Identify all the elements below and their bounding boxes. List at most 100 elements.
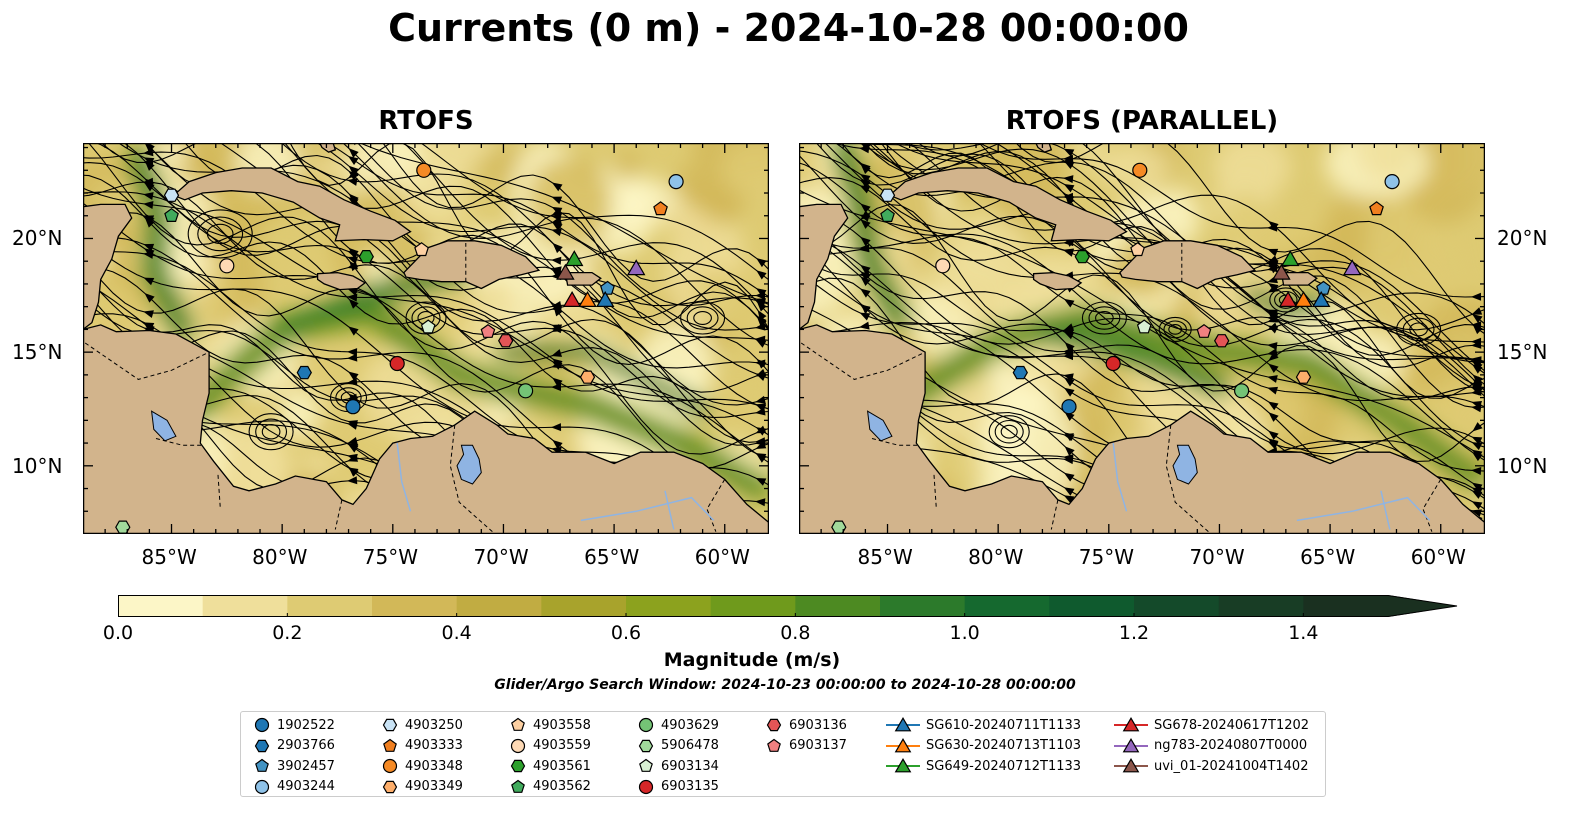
legend-item: 4903333	[381, 736, 463, 756]
map-panel-rtofs-parallel[interactable]	[799, 143, 1485, 534]
colorbar-tick-label: 0.4	[441, 622, 472, 644]
land-central-america	[799, 324, 1485, 534]
hexagon-marker-icon	[766, 718, 782, 732]
figure-title: Currents (0 m) - 2024-10-28 00:00:00	[388, 6, 1189, 50]
colorbar-segment	[880, 595, 966, 617]
argo-float-4903629[interactable]	[1234, 383, 1250, 399]
argo-float-4903244[interactable]	[668, 173, 684, 190]
legend-item: 4903629	[637, 715, 719, 735]
argo-float-4903561[interactable]	[1074, 249, 1090, 264]
argo-float-4903244[interactable]	[1384, 173, 1400, 190]
glider-uvi_01-20241004T1402[interactable]	[1272, 263, 1291, 280]
country-borders	[84, 243, 726, 533]
colorbar-tick-label: 0.2	[272, 622, 303, 644]
legend-label: SG649-20240712T1133	[926, 758, 1082, 774]
glider-ng783-20240807T0000[interactable]	[1342, 259, 1362, 276]
argo-float-6903136[interactable]	[1214, 334, 1230, 348]
argo-float-4903349[interactable]	[1295, 370, 1312, 384]
colorbar-segment	[795, 595, 881, 617]
land-puerto-rico	[1280, 271, 1318, 286]
argo-float-4903558[interactable]	[414, 242, 429, 257]
legend-label: 6903137	[789, 738, 847, 753]
legend-item: SG610-20240711T1133	[886, 715, 1081, 735]
argo-float-3902457[interactable]	[1316, 280, 1331, 295]
argo-float-6903137[interactable]	[1196, 323, 1212, 338]
argo-float-4903333[interactable]	[653, 201, 668, 216]
argo-float-6903134[interactable]	[420, 319, 436, 334]
glider-SG678-20240617T1202[interactable]	[1278, 290, 1298, 307]
glider-ng783-20240807T0000[interactable]	[626, 259, 646, 276]
colorbar-segment	[287, 595, 373, 617]
glider-SG610-20240711T1133[interactable]	[1312, 290, 1331, 307]
argo-float-6903135[interactable]	[389, 355, 405, 372]
argo-float-4903561[interactable]	[358, 249, 374, 264]
glider-SG678-20240617T1202[interactable]	[562, 290, 582, 307]
argo-float-4903348[interactable]	[416, 162, 432, 178]
argo-float-4903562[interactable]	[880, 207, 895, 223]
legend-label: 4903333	[405, 738, 463, 753]
legend-item: 4903250	[381, 715, 463, 735]
colorbar-tick-label: 0.8	[780, 622, 811, 644]
x-tick-label: 70°W	[473, 545, 529, 569]
legend-label: SG630-20240713T1103	[926, 738, 1082, 753]
legend-item: 4903559	[509, 736, 591, 756]
argo-float-6903135[interactable]	[1105, 355, 1121, 372]
argo-float-6903134[interactable]	[1136, 319, 1152, 334]
y-tick-label-left: 15°N	[12, 340, 63, 365]
pentagon-marker-icon	[511, 717, 525, 731]
legend-label: 5906478	[661, 738, 719, 753]
argo-float-4903562[interactable]	[164, 207, 179, 223]
river-line	[1112, 443, 1128, 512]
legend-label: 4903558	[533, 717, 591, 733]
glider-SG630-20240713T1103[interactable]	[578, 290, 597, 307]
argo-float-4903348[interactable]	[1132, 162, 1148, 178]
colorbar-segment	[1134, 595, 1220, 617]
legend-item: SG630-20240713T1103	[886, 736, 1081, 756]
pentagon-marker-icon	[639, 758, 653, 772]
colorbar-segment	[372, 595, 458, 617]
river-line	[1296, 496, 1431, 522]
argo-float-4903333[interactable]	[1369, 201, 1384, 216]
argo-float-2903766[interactable]	[1012, 365, 1028, 380]
argo-float-4903559[interactable]	[935, 258, 951, 274]
map-panel-rtofs[interactable]	[83, 143, 769, 534]
pentagon-marker-icon	[255, 758, 269, 772]
colorbar-segment	[202, 595, 288, 617]
glider-SG610-20240711T1133[interactable]	[596, 290, 615, 307]
argo-float-3902457[interactable]	[600, 280, 615, 295]
argo-float-4903558[interactable]	[1130, 242, 1145, 257]
argo-float-4903250[interactable]	[163, 188, 180, 202]
colorbar-tick-label: 1.0	[949, 622, 980, 644]
argo-float-6903136[interactable]	[498, 334, 514, 348]
glider-uvi_01-20241004T1402[interactable]	[556, 263, 575, 280]
glider-SG649-20240712T1133[interactable]	[1281, 250, 1300, 267]
colorbar	[118, 595, 1458, 617]
panel-title-rtofs: RTOFS	[378, 106, 474, 136]
legend-item: 4903562	[509, 777, 591, 797]
lakes	[150, 410, 482, 485]
colorbar-tick-label: 0.6	[610, 622, 642, 644]
argo-float-4903349[interactable]	[579, 370, 596, 384]
legend-item: 6903134	[637, 756, 719, 776]
border-line	[1165, 424, 1209, 533]
argo-float-1902522[interactable]	[345, 399, 361, 415]
glider-SG630-20240713T1103[interactable]	[1294, 290, 1313, 307]
y-tick-label-right: 10°N	[1497, 453, 1548, 478]
argo-float-2903766[interactable]	[296, 365, 312, 380]
glider-SG649-20240712T1133[interactable]	[565, 250, 584, 267]
argo-float-1902522[interactable]	[1061, 399, 1077, 415]
argo-float-4903629[interactable]	[518, 383, 534, 399]
border-line	[871, 438, 919, 446]
hexagon-marker-icon	[510, 759, 526, 773]
landmass	[83, 143, 769, 534]
circle-marker-icon	[638, 779, 654, 794]
argo-float-6903137[interactable]	[480, 323, 496, 338]
colorbar-segment	[118, 595, 204, 617]
x-tick-label: 85°W	[857, 545, 913, 569]
legend-item: 4903558	[509, 715, 591, 735]
argo-float-4903559[interactable]	[219, 258, 235, 274]
pentagon-marker-icon	[767, 738, 781, 752]
x-tick-label: 60°W	[694, 545, 750, 569]
argo-float-4903250[interactable]	[879, 188, 896, 202]
legend-label: 4903629	[661, 717, 719, 733]
